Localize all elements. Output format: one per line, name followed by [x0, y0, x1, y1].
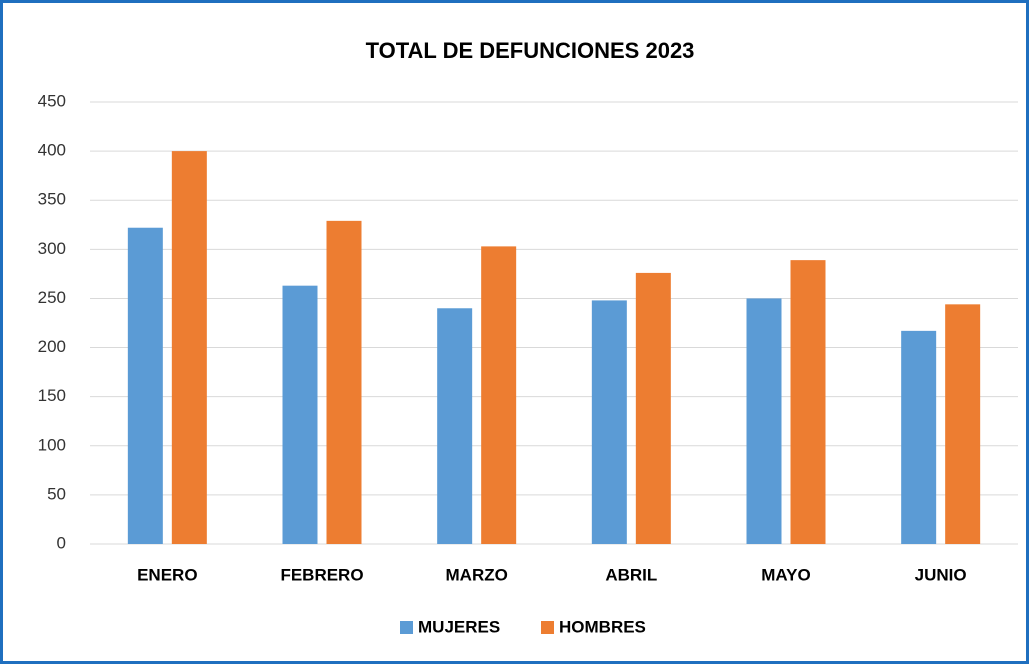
x-tick-label: ENERO: [137, 565, 197, 584]
legend-label: MUJERES: [418, 617, 500, 636]
y-tick-label: 200: [38, 337, 66, 356]
bar: [746, 298, 782, 544]
y-tick-label: 450: [38, 91, 66, 110]
bar: [591, 300, 627, 544]
y-tick-label: 300: [38, 239, 66, 258]
y-tick-label: 100: [38, 435, 66, 454]
x-tick-label: JUNIO: [915, 565, 967, 584]
bar: [481, 246, 517, 545]
x-tick-label: ABRIL: [605, 565, 657, 584]
legend-swatch: [400, 621, 413, 634]
bar: [326, 220, 362, 545]
bar: [437, 308, 473, 544]
bar: [171, 151, 207, 544]
bar: [945, 304, 981, 544]
bar: [127, 227, 163, 545]
y-tick-label: 250: [38, 288, 66, 307]
x-tick-label: MARZO: [446, 565, 508, 584]
chart-title: TOTAL DE DEFUNCIONES 2023: [366, 38, 695, 63]
legend-label: HOMBRES: [559, 617, 646, 636]
bar: [635, 272, 671, 544]
legend-swatch: [541, 621, 554, 634]
y-tick-label: 150: [38, 386, 66, 405]
x-tick-label: FEBRERO: [280, 565, 363, 584]
y-tick-label: 400: [38, 141, 66, 160]
bar: [282, 285, 318, 544]
bar: [790, 260, 826, 544]
y-tick-label: 350: [38, 190, 66, 209]
bar: [901, 330, 937, 544]
y-tick-label: 0: [57, 533, 66, 552]
y-tick-label: 50: [47, 484, 66, 503]
x-tick-label: MAYO: [761, 565, 810, 584]
